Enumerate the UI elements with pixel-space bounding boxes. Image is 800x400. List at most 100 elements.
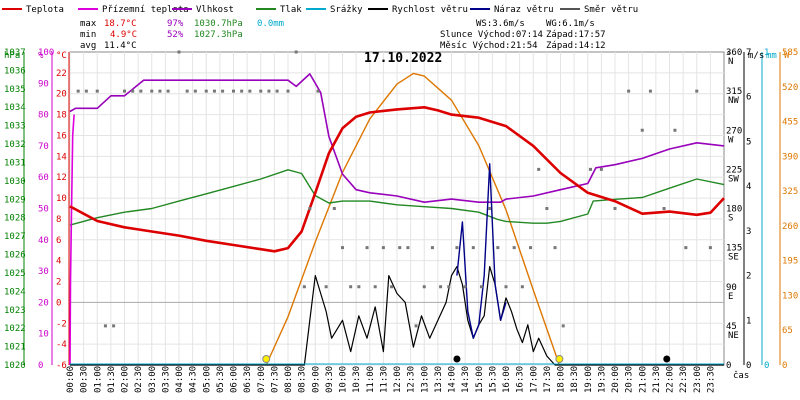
tick-dir: 0 xyxy=(726,361,731,371)
tick-temp: 2 xyxy=(56,278,61,288)
tick-hpa: 1028 xyxy=(4,214,26,224)
tick-hpa: 1022 xyxy=(4,324,26,334)
wind-dir-point xyxy=(76,89,80,93)
wind-dir-point xyxy=(357,285,361,289)
x-tick-label: 00:00 xyxy=(66,366,76,393)
sun-moon-marks xyxy=(262,355,671,363)
tick-dir-side: SE xyxy=(728,253,739,263)
tick-wind: 6 xyxy=(746,93,751,103)
unit-temp: °C xyxy=(56,51,67,61)
legend-rychlost-vetru: Rychlost větru xyxy=(392,5,468,15)
wind-dir-point xyxy=(627,89,631,93)
tick-dir-side: SW xyxy=(728,174,739,184)
tick-temp: 0 xyxy=(56,298,61,308)
tick-pct: 80 xyxy=(38,111,49,121)
x-tick-label: 14:30 xyxy=(461,366,471,393)
tick-dir-side: N xyxy=(728,57,733,67)
wind-dir-point xyxy=(414,324,418,328)
tick-hpa: 1020 xyxy=(4,361,26,371)
tick-hpa: 1023 xyxy=(4,306,26,316)
tick-dir-side: NW xyxy=(728,96,739,106)
tick-hpa: 1029 xyxy=(4,195,26,205)
x-tick-label: 04:00 xyxy=(175,366,185,393)
wind-dir-point xyxy=(275,89,279,93)
wind-dir-point xyxy=(221,89,225,93)
x-tick-label: 19:00 xyxy=(584,366,594,393)
x-tick-label: 10:30 xyxy=(352,366,362,393)
tick-w: 455 xyxy=(782,118,798,128)
stat-avg-label: avg xyxy=(80,41,96,51)
tick-hpa: 1024 xyxy=(4,287,26,297)
tick-w: 390 xyxy=(782,152,798,162)
stat-min-label: min xyxy=(80,30,96,40)
tick-hpa: 1031 xyxy=(4,158,26,168)
x-tick-label: 21:30 xyxy=(652,366,662,393)
wind-dir-point xyxy=(648,89,652,93)
wind-dir-point xyxy=(640,128,644,132)
x-tick-label: 07:00 xyxy=(257,366,267,393)
info-ws: WS:3.6m/s xyxy=(476,19,525,29)
wind-dir-point xyxy=(248,89,252,93)
x-tick-label: 17:30 xyxy=(543,366,553,393)
x-tick-label: 21:00 xyxy=(638,366,648,393)
tick-temp: 16 xyxy=(56,131,67,141)
wind-dir-point xyxy=(212,89,216,93)
wind-dir-point xyxy=(259,89,263,93)
wind-dir-point xyxy=(512,246,516,250)
tick-pct: 90 xyxy=(38,79,49,89)
tick-hpa: 1033 xyxy=(4,122,26,132)
series-pressure xyxy=(69,169,725,226)
x-tick-label: 15:00 xyxy=(475,366,485,393)
tick-w: 195 xyxy=(782,257,798,267)
wind-dir-point xyxy=(545,207,549,210)
x-tick-label: 14:00 xyxy=(448,366,458,393)
tick-dir: 90 xyxy=(726,283,737,293)
tick-hpa: 1035 xyxy=(4,85,26,95)
wind-dir-point xyxy=(267,89,271,93)
unit-pct: % xyxy=(38,51,44,61)
stat-max-label: max xyxy=(80,19,97,29)
moon-icon xyxy=(663,355,671,363)
x-tick-label: 16:30 xyxy=(516,366,526,393)
wind-dir-point xyxy=(286,89,290,93)
info-sun-set: Západ:17:57 xyxy=(546,30,606,40)
tick-temp: 10 xyxy=(56,194,67,204)
tick-dir: 45 xyxy=(726,322,737,332)
tick-hpa: 1036 xyxy=(4,66,26,76)
moon-icon xyxy=(453,355,461,363)
wind-dir-point xyxy=(84,89,88,93)
x-tick-label: 08:30 xyxy=(298,366,308,393)
wind-dir-point xyxy=(158,89,162,93)
wind-dir-point xyxy=(529,246,533,250)
wind-dir-point xyxy=(488,207,492,210)
x-tick-label: 13:00 xyxy=(420,366,430,393)
wind-dir-point xyxy=(588,167,592,171)
wind-dir-point xyxy=(398,246,402,250)
tick-w: 585 xyxy=(782,48,798,58)
tick-w: 325 xyxy=(782,187,798,197)
wind-dir-point xyxy=(341,246,344,250)
chart-title: 17.10.2022 xyxy=(364,51,442,66)
stat-max-hum: 97% xyxy=(167,19,184,29)
wind-dir-point xyxy=(177,50,181,54)
x-tick-label: 18:00 xyxy=(557,366,567,393)
x-tick-label: 05:00 xyxy=(202,366,212,393)
wind-dir-point xyxy=(381,246,385,250)
tick-temp: 20 xyxy=(56,90,67,100)
tick-temp: 12 xyxy=(56,173,67,183)
stat-min-press: 1027.3hPa xyxy=(194,30,243,40)
tick-pct: 0 xyxy=(38,361,43,371)
legend-tlak: Tlak xyxy=(280,5,302,15)
wind-dir-point xyxy=(166,89,170,93)
tick-wind: 4 xyxy=(746,182,751,192)
tick-temp: -6 xyxy=(56,361,67,371)
tick-wind: 5 xyxy=(746,137,751,147)
tick-wind: 7 xyxy=(746,48,751,58)
x-tick-label: 10:00 xyxy=(339,366,349,393)
wind-dir-point xyxy=(95,89,99,93)
wind-dir-point xyxy=(613,207,617,210)
tick-w: 0 xyxy=(782,361,787,371)
legend-vlhkost: Vlhkost xyxy=(196,5,234,15)
wind-dir-point xyxy=(479,285,483,289)
